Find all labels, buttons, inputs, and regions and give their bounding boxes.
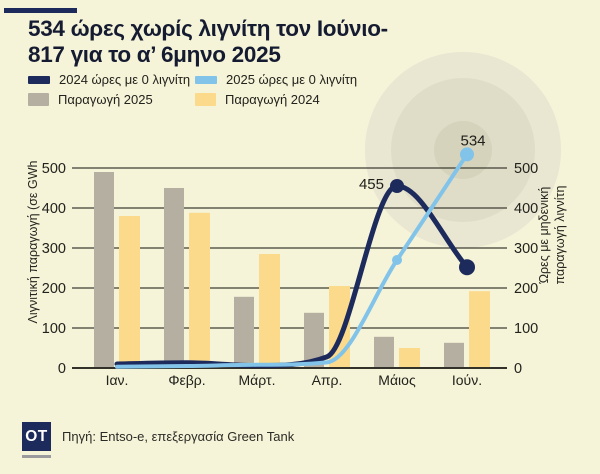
y-tick-right: 100	[514, 321, 538, 337]
line-2025-hours-marker	[460, 147, 474, 162]
y-tick-left: 500	[42, 161, 66, 177]
line-2024-hours-marker	[459, 259, 475, 276]
x-tick-label: Φεβρ.	[168, 372, 205, 388]
bar-production-2024	[469, 291, 490, 368]
bar-production-2025	[304, 312, 324, 368]
bar-production-2025	[444, 342, 464, 368]
y-tick-right: 200	[514, 281, 538, 297]
x-tick-label: Μάρτ.	[239, 372, 276, 388]
legend-item-production-2025: Παραγωγή 2025	[28, 92, 195, 107]
y-tick-left: 200	[42, 281, 66, 297]
y-tick-right: 300	[514, 241, 538, 257]
footer: OT Πηγή: Entso-e, επεξεργασία Green Tank	[22, 422, 294, 451]
y-axis-title-right: Ώρες με μηδενική	[537, 187, 551, 285]
x-tick-label: Μάιος	[378, 372, 416, 388]
bar-production-2025	[374, 336, 394, 368]
y-tick-right: 0	[514, 361, 522, 377]
legend-swatch-production-2025	[28, 93, 49, 106]
source-credit: Πηγή: Entso-e, επεξεργασία Green Tank	[62, 429, 295, 444]
data-label-534: 534	[460, 132, 485, 149]
legend-swatch-production-2024	[195, 93, 216, 106]
x-tick-label: Ιαν.	[106, 372, 129, 388]
bar-production-2024	[399, 348, 420, 368]
y-axis-title-right: παραγωγή λιγνίτη	[553, 186, 567, 285]
logo-shadow	[22, 455, 51, 458]
title-line-2: 817 για το α’ 6μηνο 2025	[28, 42, 281, 67]
y-tick-left: 400	[42, 201, 66, 217]
bar-production-2024	[119, 216, 140, 368]
y-tick-left: 100	[42, 321, 66, 337]
y-tick-left: 300	[42, 241, 66, 257]
line-2024-hours-marker	[390, 179, 404, 193]
title-line-1: 534 ώρες χωρίς λιγνίτη τον Ιούνιο-	[28, 16, 388, 41]
line-2025-hours-marker	[392, 255, 402, 265]
legend-item-2024-hours: 2024 ώρες με 0 λιγνίτη	[28, 72, 195, 87]
legend-item-production-2024: Παραγωγή 2024	[195, 92, 357, 107]
legend-item-2025-hours: 2025 ώρες με 0 λιγνίτη	[195, 72, 357, 87]
bar-production-2025	[94, 172, 114, 368]
bar-production-2025	[234, 296, 254, 368]
y-axis-title-left: Λιγνιτική παραγωγή (σε GWh	[26, 161, 40, 324]
ot-logo: OT	[22, 422, 51, 451]
title-accent-bar	[4, 8, 77, 13]
x-tick-label: Απρ.	[312, 372, 343, 388]
page-title: 534 ώρες χωρίς λιγνίτη τον Ιούνιο- 817 γι…	[28, 16, 388, 68]
y-tick-left: 0	[58, 361, 66, 377]
legend-swatch-2024-line	[28, 75, 50, 84]
legend-label: 2025 ώρες με 0 λιγνίτη	[226, 72, 358, 87]
bar-production-2025	[164, 188, 184, 368]
y-tick-right: 400	[514, 201, 538, 217]
chart-legend: 2024 ώρες με 0 λιγνίτη 2025 ώρες με 0 λι…	[28, 72, 357, 107]
line-2024-hours	[114, 183, 470, 369]
bar-production-2024	[259, 254, 280, 368]
legend-label: Παραγωγή 2025	[58, 92, 153, 107]
bar-production-2024	[189, 212, 210, 368]
x-tick-label: Ιούν.	[452, 372, 482, 388]
legend-swatch-2025-line	[195, 75, 217, 84]
legend-label: Παραγωγή 2024	[225, 92, 320, 107]
y-tick-right: 500	[514, 161, 538, 177]
line-2025-hours	[115, 152, 469, 369]
legend-label: 2024 ώρες με 0 λιγνίτη	[59, 72, 191, 87]
data-label-455: 455	[359, 176, 384, 193]
